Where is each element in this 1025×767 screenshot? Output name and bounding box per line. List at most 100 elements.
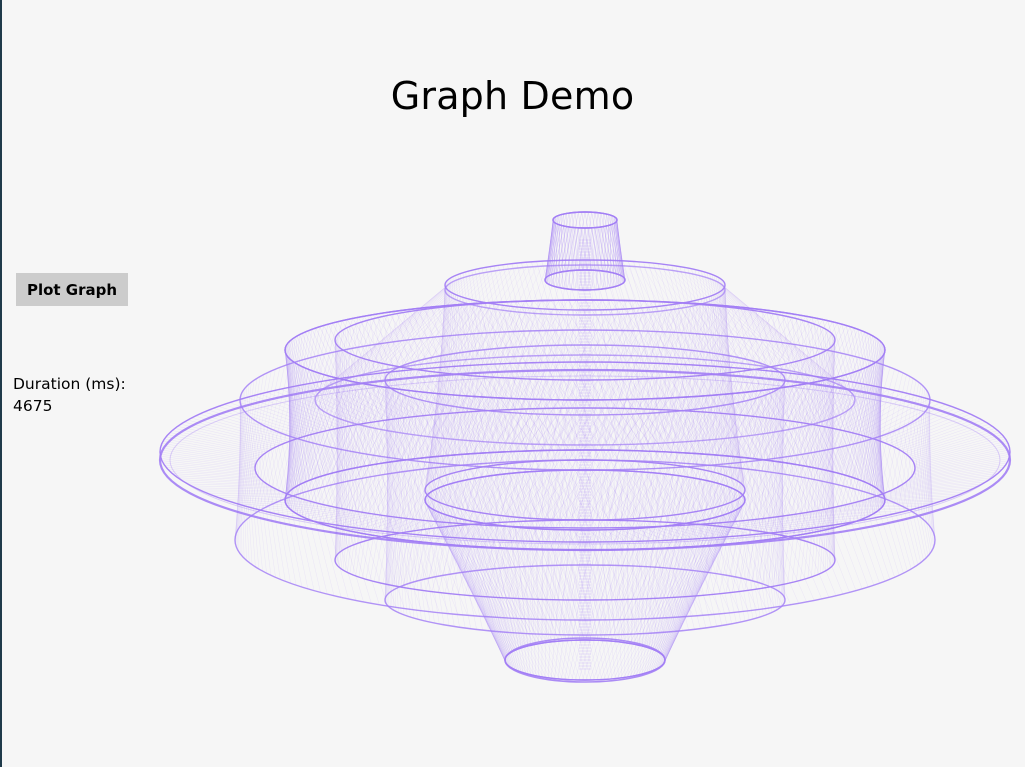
mesh-line [723,286,854,395]
mesh-line [497,467,566,621]
mesh-line [715,384,801,546]
mesh-line [828,338,836,569]
mesh-line [799,384,860,521]
mesh-line [401,271,491,368]
mesh-line [409,308,495,435]
mesh-line [223,496,297,500]
mesh-line [653,268,718,361]
mesh-line [535,471,540,644]
mesh-line [529,413,590,636]
mesh-line [596,472,655,641]
mesh-line [427,505,515,670]
mesh-line [642,350,698,567]
mesh-line [849,365,886,488]
mesh-line [600,226,614,288]
mesh-line [563,414,625,635]
mesh-line [767,359,805,588]
mesh-line [381,456,440,613]
mesh-line [218,495,293,498]
mesh-line [515,379,578,599]
mesh-line [428,350,474,579]
mesh-line [349,277,464,379]
mesh-line [447,484,508,656]
mesh-line [797,513,875,519]
mesh-line [820,334,871,470]
mesh-line [887,411,967,445]
mesh-line [778,516,852,523]
mesh-line [569,379,633,600]
mesh-line [556,398,662,550]
mesh-line [639,472,655,646]
mesh-line [385,383,402,614]
mesh-line [352,318,433,458]
mesh-line [451,305,508,507]
mesh-line [507,301,570,521]
mesh-line [874,345,885,514]
mesh-line [544,221,554,280]
mesh-line [545,220,554,279]
mesh-line [603,525,668,680]
mesh-line [556,529,595,680]
mesh-line [362,394,446,534]
mesh-line [662,264,719,474]
mesh-line [686,524,736,537]
mesh-line [552,345,614,566]
mesh-line [860,347,885,481]
mesh-line [382,316,426,530]
mesh-line [452,268,517,361]
mesh-line [612,215,614,274]
mesh-line [664,510,736,662]
mesh-line [412,353,452,583]
mesh-line [366,275,472,374]
mesh-line [387,315,432,529]
mesh-line [352,363,383,575]
mesh-line [397,313,445,527]
mesh-line [750,362,793,591]
mesh-line [505,329,576,463]
mesh-line [570,227,582,290]
mesh-line [360,375,426,416]
mesh-line [275,430,309,589]
mesh-line [925,397,931,522]
mesh-line [591,212,603,272]
mesh-line [248,367,281,518]
mesh-line [869,439,908,572]
mesh-line [612,223,624,283]
mesh-line [889,378,914,501]
mesh-line [505,345,565,568]
mesh-line [326,380,399,419]
mesh-line [656,301,692,517]
mesh-line [590,259,654,463]
mesh-line [284,351,301,485]
mesh-line [624,469,694,617]
mesh-line [286,361,294,494]
mesh-line [378,373,440,415]
mesh-line [535,471,585,641]
mesh-line [791,317,821,547]
mesh-line [716,276,746,492]
mesh-line [655,526,697,540]
mesh-line [429,392,528,550]
mesh-line [553,314,569,445]
mesh-line [852,344,884,478]
mesh-line [717,304,802,466]
mesh-line [400,357,433,587]
mesh-line [714,275,746,491]
mesh-line [387,386,408,617]
mesh-line [787,354,818,584]
mesh-line [711,274,746,490]
mesh-line [739,366,771,578]
mesh-line [849,342,883,477]
mesh-line [248,415,267,574]
mesh-line [184,481,269,486]
mesh-line [724,282,738,500]
mesh-line [500,302,562,521]
mesh-line [831,336,835,567]
mesh-line [662,310,736,438]
mesh-line [563,470,599,641]
mesh-line [779,325,847,463]
mesh-line [159,451,256,466]
mesh-line [893,415,975,448]
mesh-line [275,355,319,503]
plot-graph-button[interactable]: Plot Graph [16,273,128,306]
